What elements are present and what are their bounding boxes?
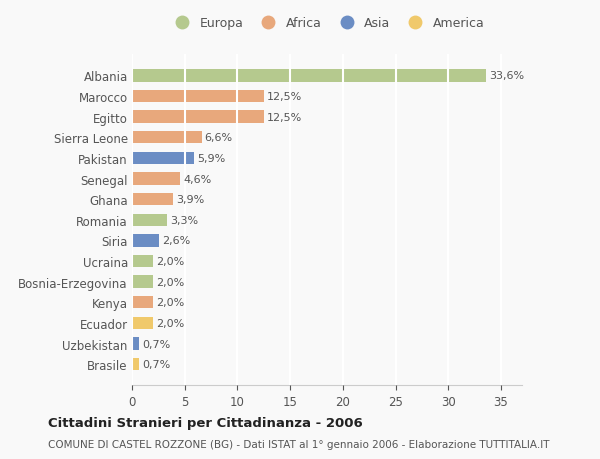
Bar (132, 276, 153, 288)
Bar (132, 152, 194, 165)
Text: 4,6%: 4,6% (184, 174, 212, 184)
Text: 0,7%: 0,7% (143, 339, 171, 349)
Bar (132, 91, 264, 103)
Bar (132, 317, 153, 330)
Text: Cittadini Stranieri per Cittadinanza - 2006: Cittadini Stranieri per Cittadinanza - 2… (48, 416, 363, 429)
Text: 12,5%: 12,5% (267, 92, 302, 102)
Bar (132, 297, 153, 309)
Bar (132, 111, 264, 123)
Text: 0,7%: 0,7% (143, 359, 171, 369)
Text: 2,0%: 2,0% (156, 318, 184, 328)
Bar (132, 132, 202, 144)
Text: 33,6%: 33,6% (490, 71, 524, 81)
Text: 2,0%: 2,0% (156, 257, 184, 267)
Bar (132, 194, 173, 206)
Text: 2,0%: 2,0% (156, 297, 184, 308)
Bar (132, 255, 153, 268)
Bar (132, 358, 139, 370)
Bar (132, 235, 160, 247)
Bar (132, 338, 139, 350)
Text: 6,6%: 6,6% (205, 133, 233, 143)
Text: 2,0%: 2,0% (156, 277, 184, 287)
Bar (132, 173, 181, 185)
Text: 12,5%: 12,5% (267, 112, 302, 123)
Text: 3,3%: 3,3% (170, 215, 198, 225)
Text: 3,9%: 3,9% (176, 195, 205, 205)
Legend: Europa, Africa, Asia, America: Europa, Africa, Asia, America (164, 12, 490, 35)
Text: 2,6%: 2,6% (163, 236, 191, 246)
Text: 5,9%: 5,9% (197, 154, 226, 163)
Text: COMUNE DI CASTEL ROZZONE (BG) - Dati ISTAT al 1° gennaio 2006 - Elaborazione TUT: COMUNE DI CASTEL ROZZONE (BG) - Dati IST… (48, 439, 550, 449)
Bar (132, 70, 486, 83)
Bar (132, 214, 167, 226)
